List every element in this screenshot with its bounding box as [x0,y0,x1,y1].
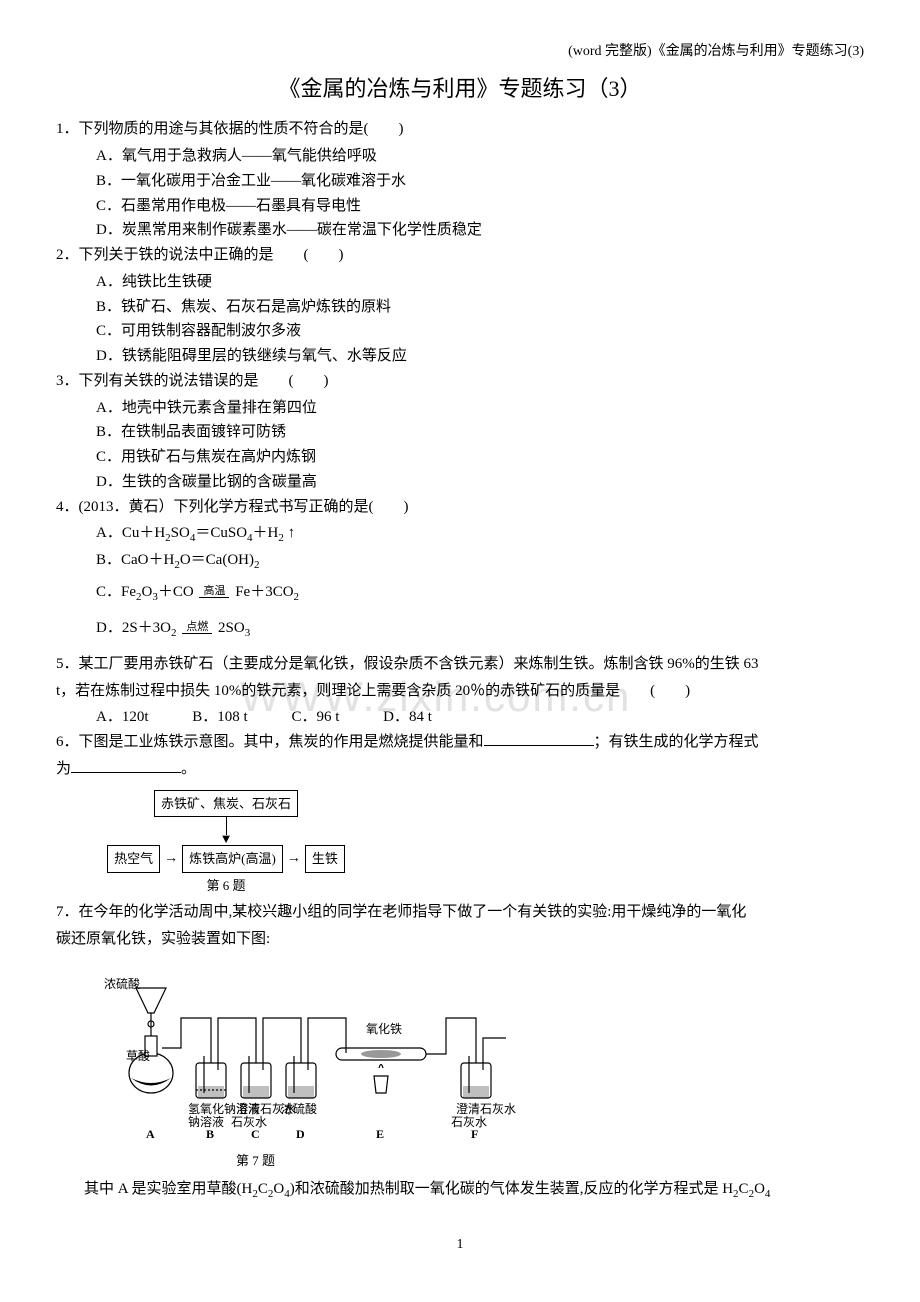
q4-option-c: C．Fe2O3＋CO 高温 Fe＋3CO2 [56,580,864,606]
question-7-stem-b: 碳还原氧化铁，实验装置如下图: [56,927,864,952]
q6-stem-c: 为 [56,761,71,777]
q7-diagram: 浓硫酸 草酸 氧化铁 氢氧化钠溶液 钠溶液 澄清石灰水 石灰水 浓硫酸 澄清石灰… [96,958,864,1171]
q7-caption: 第 7 题 [96,1150,864,1171]
q1-option-b: B．一氧化碳用于冶金工业——氧化碳难溶于水 [56,169,864,194]
q4c-seg2: O [142,584,153,600]
q7-tail-c: O [273,1181,284,1197]
q2-option-c: C．可用铁制容器配制波尔多液 [56,319,864,344]
q6-blank-2 [71,758,181,773]
q7-tail-f: O [754,1181,765,1197]
q4c-seg1: C．Fe [96,584,136,600]
q3-option-c: C．用铁矿石与焦炭在高炉内炼钢 [56,445,864,470]
question-5-stem-a: 5．某工厂要用赤铁矿石（主要成分是氧化铁，假设杂质不含铁元素）来炼制生铁。炼制含… [56,652,864,677]
question-6-stem-line2: 为。 [56,757,864,782]
question-7-stem-a: 7．在今年的化学活动周中,某校兴趣小组的同学在老师指导下做了一个有关铁的实验:用… [56,900,864,925]
q4b-seg1: B．CaO＋H [96,552,174,568]
question-3-stem: 3．下列有关铁的说法错误的是 ( ) [56,369,864,394]
question-7-tail: 其中 A 是实验室用草酸(H2C2O4)和浓硫酸加热制取一氧化碳的气体发生装置,… [56,1177,864,1203]
q1-option-a: A．氧气用于急救病人——氧气能供给呼吸 [56,144,864,169]
q4a-seg2: SO [171,525,190,541]
q6-box-top: 赤铁矿、焦炭、石灰石 [154,790,298,817]
q7-label-consulf: 浓硫酸 [281,1101,317,1116]
q2-option-d: D．铁锈能阻碍里层的铁继续与氧气、水等反应 [56,344,864,369]
q7-tail-b: C [258,1181,268,1197]
svg-text:石灰水: 石灰水 [451,1115,487,1129]
q7-tail-e: C [739,1181,749,1197]
q4d-condition: 点燃 [182,622,212,634]
q7-label-F: F [471,1127,478,1141]
q4b-seg2: O＝Ca(OH) [180,552,254,568]
q5-option-a: A．120t [96,705,149,730]
question-4-stem: 4．(2013．黄石）下列化学方程式书写正确的是( ) [56,495,864,520]
q3-option-d: D．生铁的含碳量比钢的含碳量高 [56,470,864,495]
q2-option-b: B．铁矿石、焦炭、石灰石是高炉炼铁的原料 [56,295,864,320]
q1-option-d: D．炭黑常用来制作碳素墨水——碳在常温下化学性质稳定 [56,218,864,243]
q6-box-right: 生铁 [305,845,345,872]
q4a-seg1: A．Cu＋H [96,525,165,541]
q6-stem-b: ；有铁生成的化学方程式 [594,734,759,750]
arrow-right-icon: → [164,852,178,866]
q5-option-c: C．96 t [291,705,339,730]
q6-blank-1 [484,731,594,746]
q7-label-A: A [146,1127,155,1141]
q4c-seg3: ＋CO [158,584,194,600]
q6-box-left: 热空气 [107,845,160,872]
q4-option-a: A．Cu＋H2SO4＝CuSO4＋H2 ↑ [56,521,864,547]
q4a-arrow: ↑ [288,525,296,541]
q7-label-B: B [206,1127,214,1141]
q4c-condition: 高温 [199,586,229,598]
q7-label-D: D [296,1127,305,1141]
q7-label-fe2o3: 氧化铁 [366,1022,402,1036]
q4a-seg3: ＝CuSO [195,525,247,541]
q2-option-a: A．纯铁比生铁硬 [56,270,864,295]
q4a-seg4: ＋H [253,525,279,541]
q5-option-b: B．108 t [192,705,247,730]
q7-tail-d: )和浓硫酸加热制取一氧化碳的气体发生装置,反应的化学方程式是 H [290,1181,733,1197]
q7-label-lime2: 澄清石灰水 [456,1101,516,1116]
q4d-seg2: 2SO [214,620,244,636]
q6-caption: 第 6 题 [96,875,356,896]
q1-option-c: C．石墨常用作电极——石墨具有导电性 [56,194,864,219]
q7-label-E: E [376,1127,384,1141]
page-title: 《金属的冶炼与利用》专题练习（3） [56,71,864,107]
q3-option-b: B．在铁制品表面镀锌可防锈 [56,420,864,445]
q5-options-row: A．120t B．108 t C．96 t D．84 t [56,705,864,730]
page-number: 1 [56,1233,864,1256]
q4-option-d: D．2S＋3O2 点燃 2SO3 [56,616,864,642]
q6-stem-a: 6．下图是工业炼铁示意图。其中，焦炭的作用是燃烧提供能量和 [56,734,484,750]
q6-diagram: 赤铁矿、焦炭、石灰石 ▼ 热空气 → 炼铁高炉(高温) → 生铁 第 6 题 [96,790,356,896]
question-6-stem: 6．下图是工业炼铁示意图。其中，焦炭的作用是燃烧提供能量和 ；有铁生成的化学方程式 [56,730,864,755]
q7-label-C: C [251,1127,260,1141]
q3-option-a: A．地壳中铁元素含量排在第四位 [56,396,864,421]
q4-option-b: B．CaO＋H2O＝Ca(OH)2 [56,548,864,574]
arrow-right-icon: → [287,852,301,866]
q6-stem-d: 。 [181,761,196,777]
question-1-stem: 1．下列物质的用途与其依据的性质不符合的是( ) [56,117,864,142]
q5-option-d: D．84 t [383,705,432,730]
q7-tail-a: 其中 A 是实验室用草酸(H [84,1181,252,1197]
page-header: (word 完整版)《金属的冶炼与利用》专题练习(3) [56,40,864,63]
q6-box-mid: 炼铁高炉(高温) [182,845,283,872]
question-5-stem-b: t，若在炼制过程中损失 10%的铁元素，则理论上需要含杂质 20％的赤铁矿石的质… [56,679,864,704]
q7-label-oxalic: 草酸 [126,1048,150,1063]
q4c-seg4: Fe＋3CO [231,584,293,600]
q4d-seg1: D．2S＋3O [96,620,171,636]
question-2-stem: 2．下列关于铁的说法中正确的是 ( ) [56,243,864,268]
svg-text:石灰水: 石灰水 [231,1115,267,1129]
q7-label-conc-acid: 浓硫酸 [104,976,140,991]
